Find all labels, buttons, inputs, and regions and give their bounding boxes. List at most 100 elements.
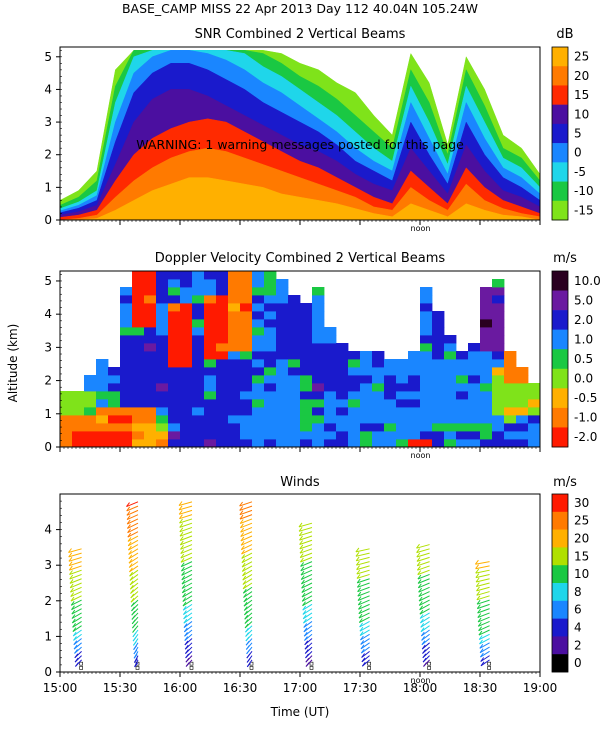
- doppler-cell: [240, 303, 253, 312]
- colorbar-label: 2: [574, 638, 582, 652]
- doppler-cell: [96, 431, 109, 440]
- doppler-cell: [180, 319, 193, 328]
- doppler-cell: [420, 351, 433, 360]
- doppler-cell: [108, 399, 121, 408]
- doppler-cell: [120, 335, 133, 344]
- doppler-cell: [408, 399, 421, 408]
- wind-barb-flag: [131, 606, 135, 612]
- doppler-cell: [192, 351, 205, 360]
- doppler-cell: [156, 375, 169, 384]
- wind-barb: [179, 509, 193, 515]
- colorbar-label: 4: [574, 621, 582, 635]
- x-tick-label: 19:00: [523, 681, 558, 695]
- doppler-cell: [312, 287, 325, 296]
- doppler-cell: [444, 351, 457, 360]
- wind-barb: [68, 561, 82, 567]
- doppler-cell: [420, 319, 433, 328]
- colorbar-label: -5: [574, 165, 586, 179]
- doppler-cell: [336, 431, 349, 440]
- doppler-cell: [276, 343, 289, 352]
- x-tick-label: 18:30: [463, 681, 498, 695]
- colorbar-frame: [551, 46, 569, 221]
- wind-barb: [475, 573, 490, 579]
- wind-barb: [127, 539, 139, 547]
- doppler-cell: [396, 399, 409, 408]
- y-tick-label: 1: [44, 407, 52, 421]
- doppler-cell: [276, 415, 289, 424]
- doppler-cell: [96, 359, 109, 368]
- wind-barb: [476, 586, 490, 592]
- doppler-cell: [156, 295, 169, 304]
- doppler-cell: [432, 407, 445, 416]
- doppler-cell: [228, 407, 241, 416]
- wind-barb-flag: [183, 623, 188, 628]
- calm-marker: [135, 666, 140, 670]
- doppler-cell: [288, 431, 301, 440]
- wind-barb: [298, 522, 313, 528]
- doppler-cell: [348, 383, 361, 392]
- doppler-cell: [240, 423, 253, 432]
- doppler-cell: [216, 303, 229, 312]
- doppler-cell: [324, 375, 337, 384]
- doppler-cell: [444, 343, 457, 352]
- doppler-cell: [132, 367, 145, 376]
- doppler-cell: [420, 311, 433, 320]
- wind-barb: [300, 552, 313, 559]
- doppler-cell: [228, 399, 241, 408]
- doppler-cell: [108, 391, 121, 400]
- doppler-cell: [252, 415, 265, 424]
- doppler-cell: [384, 383, 397, 392]
- wind-barb-flag: [244, 623, 249, 629]
- wind-barb-flag: [73, 644, 78, 650]
- doppler-cell: [468, 407, 481, 416]
- doppler-cell: [96, 439, 109, 448]
- colorbar-label: -10: [574, 184, 594, 198]
- colorbar-label: 25: [574, 50, 589, 64]
- wind-barb-flag: [419, 614, 424, 619]
- doppler-cell: [312, 335, 325, 344]
- wind-barb-flag: [478, 635, 483, 640]
- doppler-cell: [156, 383, 169, 392]
- doppler-cell: [288, 303, 301, 312]
- wind-barb-flag: [422, 657, 427, 663]
- wind-barb-flag: [184, 640, 189, 646]
- doppler-cell: [444, 367, 457, 376]
- doppler-cell: [312, 351, 325, 360]
- doppler-cell: [324, 359, 337, 368]
- wind-barb-flag: [480, 657, 485, 662]
- doppler-cell: [168, 375, 181, 384]
- wind-barb: [68, 548, 82, 553]
- doppler-cell: [252, 319, 265, 328]
- doppler-cell: [72, 399, 85, 408]
- wind-barb-flag: [303, 636, 308, 641]
- wind-barb-flag: [420, 627, 425, 633]
- wind-barb: [180, 561, 193, 568]
- wind-barb: [301, 582, 313, 589]
- doppler-cell: [420, 431, 433, 440]
- wind-barb-flag: [417, 579, 422, 584]
- wind-barb-flag: [305, 657, 310, 663]
- x-tick-label: 16:30: [223, 681, 258, 695]
- wind-barb-flag: [304, 640, 309, 646]
- doppler-cell: [132, 279, 145, 288]
- doppler-cell: [240, 375, 253, 384]
- doppler-cell: [168, 295, 181, 304]
- doppler-cell: [264, 327, 277, 336]
- doppler-cell: [456, 407, 469, 416]
- doppler-cell: [132, 375, 145, 384]
- colorbar-swatch: [552, 162, 568, 182]
- wind-barb: [126, 518, 139, 525]
- doppler-cell: [456, 415, 469, 424]
- doppler-cell: [192, 375, 205, 384]
- y-tick-label: 4: [44, 307, 52, 321]
- wind-barb-flag: [71, 614, 76, 619]
- doppler-cell: [300, 439, 313, 448]
- wind-barb-flag: [360, 640, 365, 645]
- doppler-cell: [336, 359, 349, 368]
- wind-barb-flag: [74, 657, 79, 663]
- doppler-cell: [240, 311, 253, 320]
- doppler-cell: [444, 359, 457, 368]
- doppler-cell: [336, 439, 349, 448]
- y-tick-label: 3: [44, 340, 52, 354]
- doppler-cell: [204, 431, 217, 440]
